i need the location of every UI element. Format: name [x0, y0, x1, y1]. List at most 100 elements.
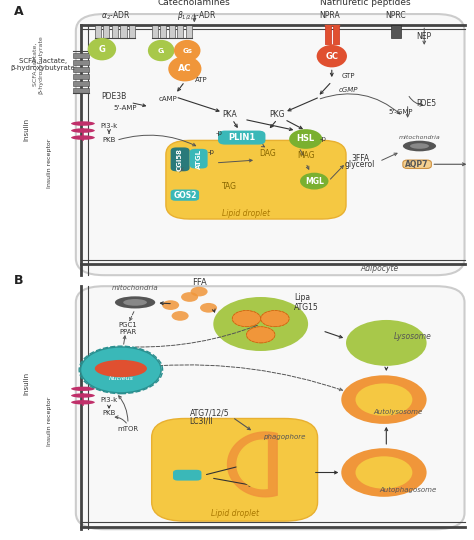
Ellipse shape — [71, 122, 95, 126]
Bar — [152, 25, 158, 38]
Text: Lysosome: Lysosome — [393, 332, 431, 341]
Text: Insulin: Insulin — [23, 118, 29, 141]
Text: 5'-AMP: 5'-AMP — [114, 105, 137, 111]
Ellipse shape — [403, 141, 436, 151]
Text: 5'-GMP: 5'-GMP — [388, 109, 413, 116]
Ellipse shape — [71, 129, 95, 133]
Ellipse shape — [115, 296, 155, 308]
Bar — [177, 25, 183, 38]
Bar — [73, 52, 89, 58]
Bar — [95, 25, 101, 38]
Text: Gs: Gs — [182, 48, 192, 53]
Text: Gᵢ: Gᵢ — [157, 48, 165, 53]
Ellipse shape — [168, 56, 201, 82]
Text: TAG: TAG — [222, 182, 237, 191]
Text: LC3I/II: LC3I/II — [190, 417, 213, 426]
Text: Insulin receptor: Insulin receptor — [47, 396, 52, 446]
Text: -p: -p — [216, 130, 222, 137]
Text: -p: -p — [320, 136, 327, 142]
Ellipse shape — [123, 299, 147, 306]
Text: mTOR: mTOR — [118, 426, 138, 433]
Text: Autolysosome: Autolysosome — [374, 409, 423, 415]
FancyBboxPatch shape — [152, 418, 318, 521]
Circle shape — [341, 375, 427, 424]
Text: GTP: GTP — [342, 73, 355, 79]
FancyBboxPatch shape — [166, 140, 346, 219]
Text: PI3-k: PI3-k — [100, 123, 118, 130]
Circle shape — [213, 297, 308, 351]
Text: 3FFA: 3FFA — [351, 154, 369, 163]
Text: TFEB-p: TFEB-p — [107, 366, 135, 372]
Text: MGL: MGL — [305, 177, 324, 186]
Bar — [186, 25, 192, 38]
Text: Catecholamines: Catecholamines — [158, 0, 231, 8]
Text: ATP: ATP — [195, 77, 208, 83]
FancyBboxPatch shape — [76, 14, 465, 275]
Text: FFA: FFA — [191, 278, 207, 287]
Text: SCFA, lactate,
β-hydroxybutyrate: SCFA, lactate, β-hydroxybutyrate — [33, 35, 43, 94]
Text: MAG: MAG — [297, 151, 315, 160]
Text: A: A — [14, 5, 24, 18]
Text: RAB7: RAB7 — [176, 471, 199, 480]
Text: GC: GC — [325, 52, 338, 60]
Text: PKB: PKB — [102, 410, 116, 416]
Text: glycerol: glycerol — [345, 160, 375, 169]
Circle shape — [181, 292, 198, 302]
Ellipse shape — [174, 40, 201, 61]
Ellipse shape — [148, 40, 174, 61]
Text: AQP7: AQP7 — [405, 160, 429, 169]
Bar — [73, 80, 89, 86]
Ellipse shape — [71, 136, 95, 140]
Text: CGI58: CGI58 — [177, 148, 183, 171]
Bar — [73, 66, 89, 72]
Text: PKG: PKG — [270, 110, 285, 118]
Bar — [73, 87, 89, 93]
Text: PGC1
PPAR: PGC1 PPAR — [118, 321, 137, 335]
Circle shape — [191, 287, 208, 296]
Text: Insulin: Insulin — [23, 372, 29, 395]
FancyBboxPatch shape — [190, 149, 208, 168]
Ellipse shape — [71, 393, 95, 397]
Ellipse shape — [71, 387, 95, 391]
Text: $\alpha_2$-ADR: $\alpha_2$-ADR — [101, 9, 131, 22]
Text: NPRC: NPRC — [385, 11, 406, 20]
Ellipse shape — [317, 45, 347, 68]
Polygon shape — [237, 440, 267, 489]
Text: PDE3B: PDE3B — [101, 92, 127, 102]
Bar — [103, 25, 109, 38]
Text: -p: -p — [208, 149, 214, 155]
Bar — [169, 25, 175, 38]
Text: PLIN1: PLIN1 — [228, 133, 255, 142]
Text: GOS2: GOS2 — [173, 191, 197, 200]
Circle shape — [232, 310, 261, 327]
FancyBboxPatch shape — [173, 470, 201, 481]
Bar — [73, 59, 89, 65]
Circle shape — [81, 347, 161, 393]
Text: cGMP: cGMP — [338, 87, 358, 93]
Text: mitochondria: mitochondria — [112, 285, 158, 291]
Text: Insulin receptor: Insulin receptor — [47, 138, 52, 187]
Text: DAG: DAG — [259, 148, 276, 158]
Polygon shape — [228, 432, 277, 497]
Bar — [120, 25, 127, 38]
Bar — [112, 25, 118, 38]
Text: Lipa
ATG15: Lipa ATG15 — [294, 293, 319, 312]
Text: Adipocyte: Adipocyte — [360, 264, 398, 273]
Text: phagophore: phagophore — [263, 434, 306, 441]
Text: G: G — [99, 45, 105, 53]
FancyBboxPatch shape — [218, 131, 265, 145]
Circle shape — [300, 173, 328, 190]
Circle shape — [356, 383, 412, 416]
Text: $\beta_{1/2/3}$-ADR: $\beta_{1/2/3}$-ADR — [177, 9, 217, 22]
Text: NEP: NEP — [417, 32, 432, 41]
Circle shape — [246, 327, 275, 343]
Bar — [333, 25, 339, 44]
Bar — [325, 25, 331, 44]
Text: Lipid droplet: Lipid droplet — [210, 509, 259, 517]
Ellipse shape — [88, 38, 116, 60]
Circle shape — [356, 456, 412, 489]
Circle shape — [261, 310, 289, 327]
Text: Natriuretic peptides: Natriuretic peptides — [319, 0, 410, 8]
Circle shape — [162, 300, 179, 310]
Text: AC: AC — [178, 64, 191, 73]
